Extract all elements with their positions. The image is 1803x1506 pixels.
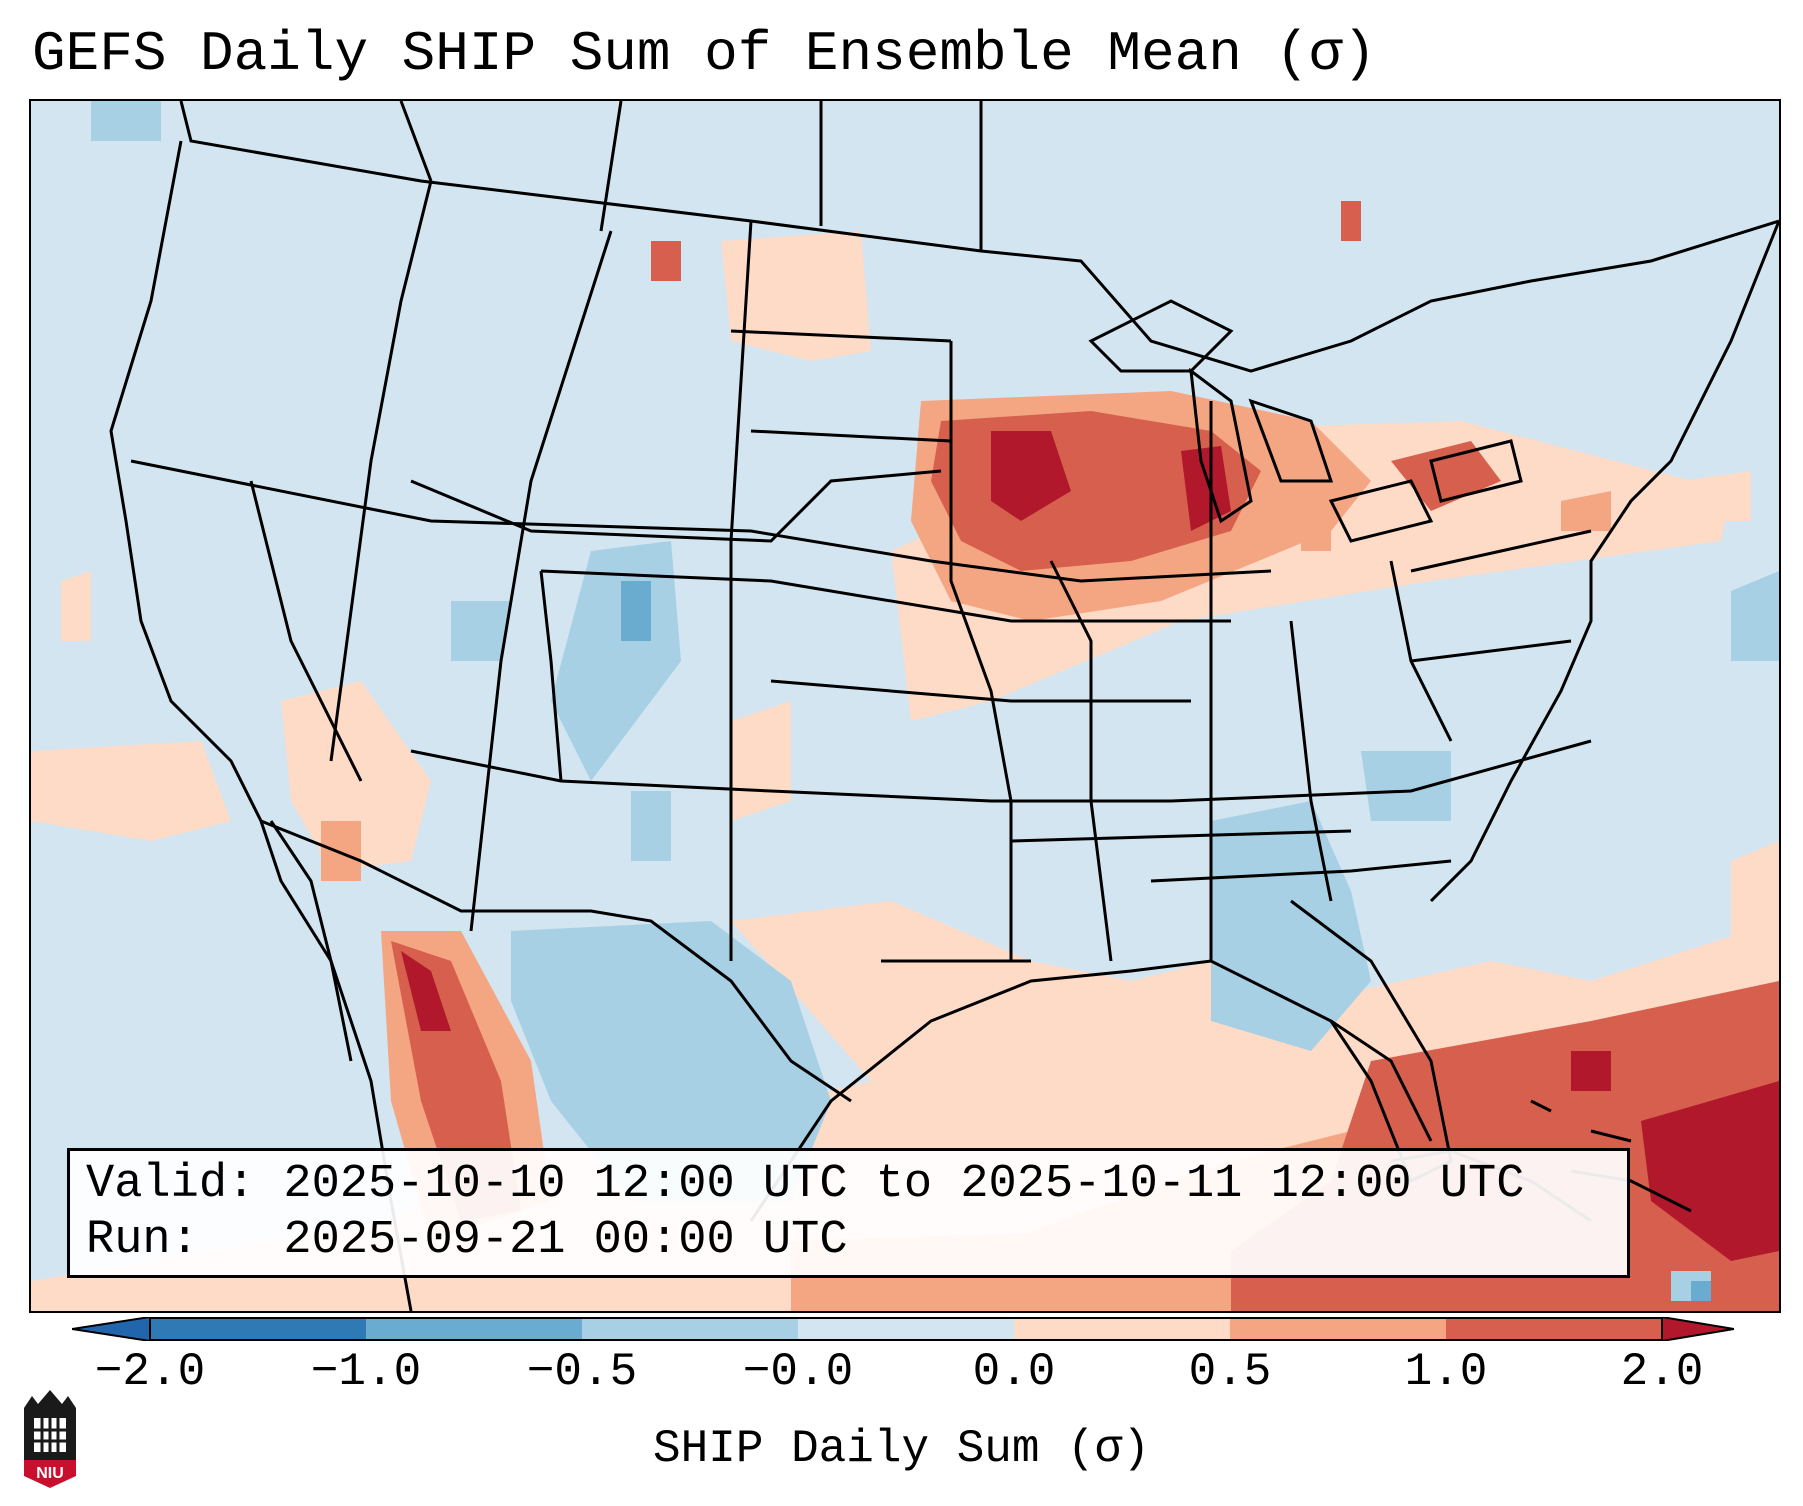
colorbar-ticks: −2.0 −1.0 −0.5 −0.0 0.0 0.5 1.0 2.0 [0,1345,1803,1415]
tick-label: 0.0 [972,1346,1056,1398]
colorbar-extend-right [1661,1317,1734,1341]
map-panel[interactable] [29,99,1781,1313]
anomaly-fill-mid-negative [621,581,1711,1301]
tick-label: −2.0 [94,1346,206,1398]
tick-label: −0.5 [526,1346,638,1398]
valid-time-text: Valid: 2025-10-10 12:00 UTC to 2025-10-1… [86,1158,1525,1211]
colorbar-label: SHIP Daily Sum (σ) [653,1423,1150,1475]
tick-label: 1.0 [1404,1346,1488,1398]
colorbar-segment-3 [582,1317,798,1341]
colorbar-segment-1 [150,1317,366,1341]
colorbar-segment-7 [1446,1317,1662,1341]
colorbar-extend-left [72,1317,151,1341]
niu-logo: NIU [24,1390,76,1488]
anomaly-fill-extreme-positive [401,431,1779,1261]
anomaly-fill-light-negative [91,101,1779,1301]
ship-anomaly-map [31,101,1779,1311]
colorbar-segment-5 [1014,1317,1230,1341]
run-time-text: Run: 2025-09-21 00:00 UTC [86,1214,848,1267]
colorbar-segment-4 [798,1317,1014,1341]
tick-label: −0.0 [742,1346,854,1398]
tick-label: 0.5 [1188,1346,1272,1398]
logo-text: NIU [36,1465,64,1482]
colorbar-segment-6 [1230,1317,1446,1341]
tick-label: 2.0 [1620,1346,1704,1398]
colorbar-segment-2 [366,1317,582,1341]
colorbar [72,1317,1734,1341]
valid-run-infobox: Valid: 2025-10-10 12:00 UTC to 2025-10-1… [67,1148,1630,1278]
political-boundaries [109,101,1779,1311]
tick-label: −1.0 [310,1346,422,1398]
chart-title: GEFS Daily SHIP Sum of Ensemble Mean (σ) [32,22,1377,86]
